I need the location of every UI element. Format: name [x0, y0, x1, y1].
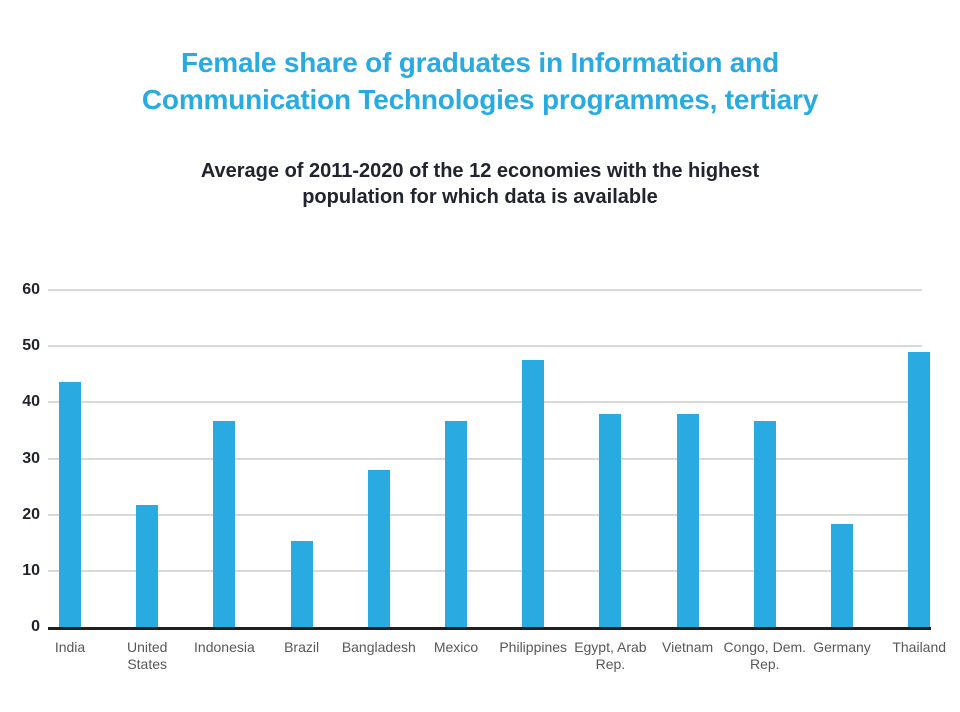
x-axis-category-label-line: Brazil [284, 639, 320, 655]
x-axis-category-label-united-states: United States [99, 639, 195, 673]
gridline-y-40 [48, 401, 922, 404]
y-axis-tick-label-10: 10 [22, 561, 40, 579]
x-axis-category-label-line: States [127, 656, 168, 672]
chart-title-line-2: Communication Technologies programmes, t… [141, 84, 819, 115]
x-axis-category-label-germany: Germany [794, 639, 890, 656]
x-axis-category-label-line: Congo, Dem. [723, 639, 807, 655]
bar-congo-dem-rep [753, 421, 776, 627]
x-axis-category-label-line: Germany [813, 639, 871, 655]
gridline-y-30 [48, 457, 922, 460]
x-axis-category-label-thailand: Thailand [871, 639, 960, 656]
chart-title-line-1: Female share of graduates in Information… [181, 47, 779, 78]
x-axis-category-label-bangladesh: Bangladesh [331, 639, 427, 656]
chart-subtitle-line-1: Average of 2011-2020 of the 12 economies… [200, 160, 760, 182]
bar-brazil [290, 540, 313, 627]
x-axis-line [48, 627, 931, 630]
bar-philippines [522, 360, 545, 627]
chart-subtitle: Average of 2011-2020 of the 12 economies… [0, 158, 960, 210]
bar-thailand [908, 351, 931, 627]
gridline-y-10 [48, 569, 922, 572]
bar-mexico [445, 421, 467, 627]
x-axis-category-label-vietnam: Vietnam [640, 639, 736, 656]
x-axis-category-label-line: Egypt, Arab [574, 639, 647, 655]
y-axis-tick-label-20: 20 [22, 505, 40, 523]
x-axis-category-label-indonesia: Indonesia [176, 639, 272, 656]
x-axis-category-label-line: Bangladesh [341, 639, 416, 655]
y-axis-tick-label-50: 50 [22, 337, 40, 355]
bar-vietnam [676, 414, 699, 627]
y-axis-tick-label-0: 0 [31, 618, 40, 635]
x-axis-category-label-line: Philippines [499, 639, 568, 655]
x-axis-category-label-line: India [54, 639, 86, 655]
bar-indonesia [213, 421, 236, 627]
x-axis-category-label-line: Rep. [750, 656, 780, 672]
x-axis-category-label-brazil: Brazil [254, 639, 350, 656]
bar-bangladesh [367, 470, 390, 627]
chart-title: Female share of graduates in Information… [0, 44, 960, 118]
y-axis-tick-label-40: 40 [22, 393, 40, 411]
bar-united-states [136, 504, 159, 627]
bar-germany [831, 524, 853, 627]
x-axis-category-label-egypt-arab-rep: Egypt, Arab Rep. [562, 639, 658, 673]
x-axis-category-label-line: Thailand [892, 639, 947, 655]
x-axis-category-label-line: Rep. [595, 656, 626, 672]
x-axis-category-label-india: India [22, 639, 118, 656]
x-axis-category-label-line: Mexico [433, 639, 479, 655]
x-axis-category-label-philippines: Philippines [485, 639, 581, 656]
y-axis-tick-label-30: 30 [22, 449, 40, 467]
y-axis-tick-label-60: 60 [22, 281, 40, 298]
x-axis-category-label-mexico: Mexico [408, 639, 504, 656]
x-axis-category-label-line: Vietnam [662, 639, 714, 655]
bar-india [59, 381, 81, 627]
chart-subtitle-line-2: population for which data is available [302, 186, 658, 208]
x-axis-category-label-congo-dem-rep: Congo, Dem. Rep. [717, 639, 813, 673]
gridline-y-20 [48, 513, 922, 516]
bar-egypt-arab-rep [599, 414, 622, 627]
x-axis-category-label-line: United [126, 639, 168, 655]
gridline-y-60 [48, 289, 922, 291]
x-axis-category-label-line: Indonesia [194, 639, 255, 655]
gridline-y-50 [48, 345, 922, 348]
